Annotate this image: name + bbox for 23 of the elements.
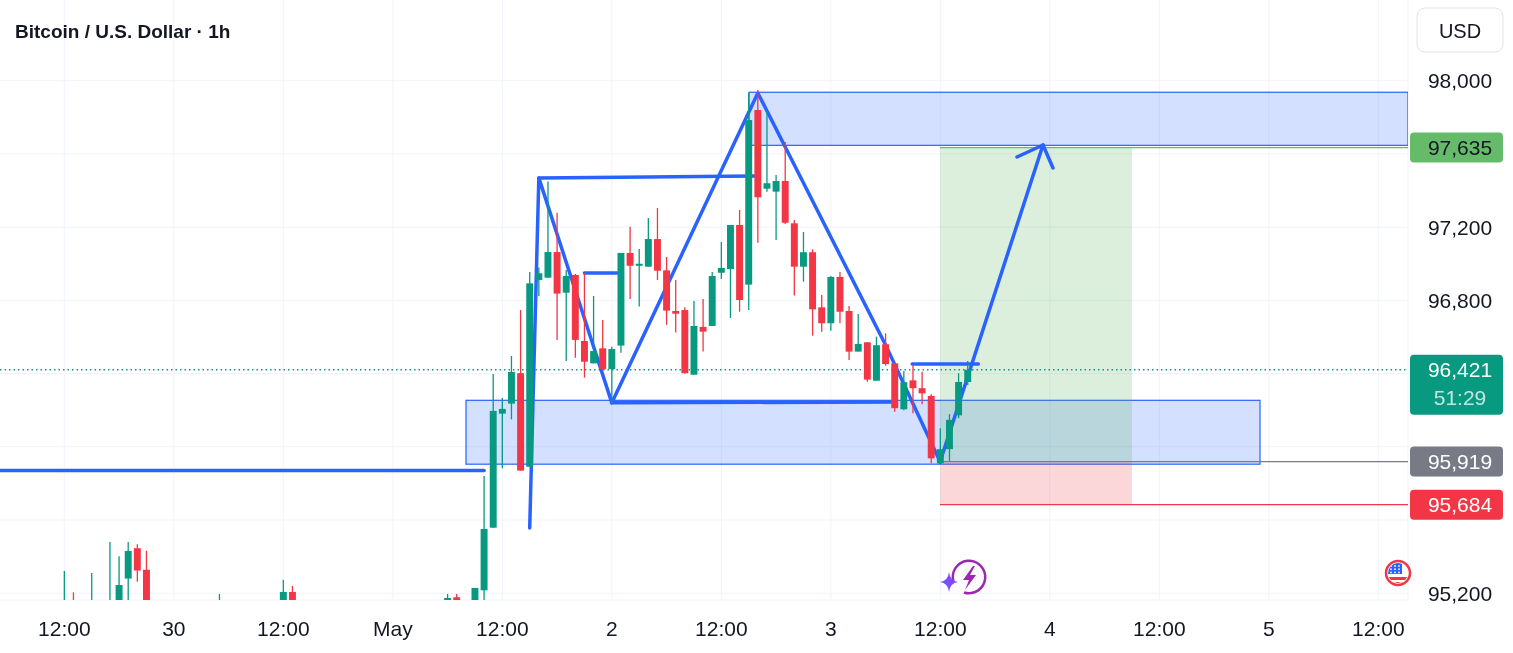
ref-line-label: 95,684 <box>1427 493 1493 517</box>
x-tick-label: 12:00 <box>257 616 310 640</box>
x-tick-label: 12:00 <box>38 616 91 640</box>
text: Bitcoin / U.S. Dollar · 1h <box>15 20 231 42</box>
y-tick-label: 97,200 <box>1427 215 1493 239</box>
x-tick-label: 4 <box>1044 616 1056 640</box>
y-tick-label: 95,200 <box>1427 581 1493 605</box>
x-tick-label: 12:00 <box>914 616 967 640</box>
ref-line-label: 96,421 51:29 <box>1427 358 1493 410</box>
x-tick-label: 5 <box>1263 616 1275 640</box>
y-tick-label: 96,800 <box>1427 288 1493 312</box>
x-tick-label: May <box>372 616 414 640</box>
x-tick-label: 12:00 <box>1133 616 1186 640</box>
x-tick-label: 3 <box>824 616 837 640</box>
x-tick-label: 12:00 <box>476 616 529 640</box>
x-tick-label: 2 <box>605 616 618 640</box>
x-tick-label: 12:00 <box>695 616 748 640</box>
x-tick-label: 30 <box>162 616 186 640</box>
y-tick-label: 98,000 <box>1427 69 1493 93</box>
ref-line-label: 95,919 <box>1427 450 1493 474</box>
x-tick-label: 12:00 <box>1352 616 1405 640</box>
y-axis-title: USD <box>1438 20 1482 42</box>
ref-line-label: 97,635 <box>1427 136 1493 160</box>
